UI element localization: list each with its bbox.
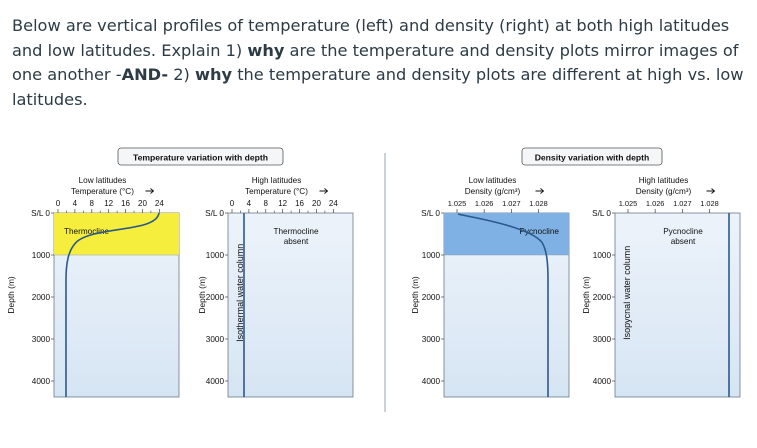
depth-tick-label: S/L 0 — [205, 209, 224, 218]
absent-label-line2: absent — [284, 237, 309, 246]
thermocline-label: Thermocline — [64, 227, 109, 236]
top-tick-label: 1.027 — [502, 199, 521, 208]
question-emphasis-why-1: why — [247, 40, 285, 60]
top-tick-label: 20 — [138, 199, 147, 208]
depth-axis-label: Depth (m) — [6, 276, 16, 313]
depth-tick-label: 3000 — [32, 335, 51, 344]
depth-axis-label: Depth (m) — [410, 276, 420, 313]
top-tick-label: 1.028 — [700, 199, 719, 208]
depth-tick-label: 3000 — [422, 335, 441, 344]
top-tick-label: 1.026 — [475, 199, 494, 208]
top-axis-label: Temperature (°C) — [245, 187, 308, 196]
top-tick-label: 0 — [56, 199, 61, 208]
depth-tick-label: 1000 — [422, 251, 441, 260]
depth-tick-label: 4000 — [422, 377, 441, 386]
arrow-icon — [319, 188, 329, 194]
depth-tick-label: 3000 — [206, 335, 225, 344]
top-tick-label: 1.025 — [619, 199, 638, 208]
top-tick-label: 8 — [264, 199, 269, 208]
depth-tick-label: 4000 — [206, 377, 225, 386]
latitude-label: Low latitudes — [469, 176, 517, 185]
top-tick-label: 1.025 — [448, 199, 467, 208]
depth-tick-label: S/L 0 — [31, 209, 50, 218]
question-part-2: are the temperature and density plots mi… — [12, 40, 739, 85]
arrow-icon — [706, 188, 716, 194]
pycnocline-band — [444, 213, 569, 255]
depth-tick-label: 3000 — [593, 335, 612, 344]
top-tick-label: 20 — [312, 199, 321, 208]
temperature-profile-curve — [65, 212, 160, 397]
question-part-3: 2) — [168, 65, 196, 84]
arrow-icon — [535, 188, 545, 194]
thermocline-band — [54, 213, 179, 255]
top-tick-label: 0 — [230, 199, 235, 208]
question-emphasis-and: AND- — [121, 65, 169, 84]
top-tick-label: 4 — [73, 199, 78, 208]
depth-axis-label: Depth (m) — [581, 276, 591, 313]
top-tick-label: 8 — [90, 199, 95, 208]
depth-axis-label: Depth (m) — [197, 276, 207, 313]
absent-label-line1: Pycnocline — [663, 227, 703, 236]
depth-tick-label: 2000 — [422, 293, 441, 302]
depth-tick-label: 2000 — [32, 293, 51, 302]
temp-title: Temperature variation with depth — [133, 153, 268, 163]
top-tick-label: 1.027 — [673, 199, 692, 208]
depth-tick-label: S/L 0 — [421, 209, 440, 218]
depth-tick-label: 1000 — [32, 251, 51, 260]
question-emphasis-why-2: why — [195, 65, 233, 84]
temp-title-box: Temperature variation with depth — [117, 147, 284, 166]
panel-density-low-latitudes: Pycnocline 1.025 1.026 1.027 1.028 Low latitu… — [410, 176, 570, 398]
depth-tick-label: S/L 0 — [592, 209, 611, 218]
absent-label-line1: Thermocline — [273, 227, 318, 236]
density-profile-curve — [457, 213, 549, 397]
top-axis-label: Density (g/cm³) — [465, 187, 521, 196]
question-part-4: the temperature and density plots are di… — [12, 65, 744, 109]
depth-tick-label: 2000 — [206, 293, 225, 302]
plot-area — [227, 212, 354, 398]
question-text: Below are vertical profiles of temperatu… — [12, 14, 747, 112]
depth-tick-label: 2000 — [593, 293, 612, 302]
top-axis-label: Temperature (°C) — [71, 187, 134, 196]
panel-temp-low-latitudes: Thermocline 0 4 8 12 16 20 24 Low latitudes Tempe… — [6, 176, 180, 398]
column-label: Isopycnal water column — [622, 246, 632, 340]
top-tick-label: 12 — [104, 199, 113, 208]
plot-area — [614, 212, 741, 398]
top-tick-label: 24 — [329, 199, 338, 208]
depth-tick-label: 1000 — [206, 251, 225, 260]
arrow-icon — [145, 188, 155, 194]
top-tick-label: 4 — [247, 199, 252, 208]
top-axis-label: Density (g/cm³) — [636, 187, 692, 196]
column-label: Isothermal water column — [235, 244, 245, 342]
top-tick-label: 12 — [278, 199, 287, 208]
top-tick-label: 16 — [295, 199, 304, 208]
latitude-label: Low latitudes — [79, 176, 127, 185]
absent-label-line2: absent — [671, 237, 696, 246]
top-tick-label: 1.028 — [529, 199, 548, 208]
top-tick-label: 24 — [155, 199, 164, 208]
top-tick-label: 16 — [121, 199, 130, 208]
latitude-label: High latitudes — [252, 176, 302, 185]
question-part-1: Below are vertical profiles of temperatu… — [12, 16, 730, 60]
pycnocline-label: Pycnocline — [519, 227, 559, 236]
density-title-box: Density variation with depth — [521, 147, 663, 166]
depth-tick-label: 4000 — [593, 377, 612, 386]
depth-tick-label: 1000 — [593, 251, 612, 260]
depth-tick-label: 4000 — [32, 377, 51, 386]
density-title: Density variation with depth — [535, 153, 650, 163]
latitude-label: High latitudes — [639, 176, 689, 185]
top-tick-label: 1.026 — [646, 199, 665, 208]
